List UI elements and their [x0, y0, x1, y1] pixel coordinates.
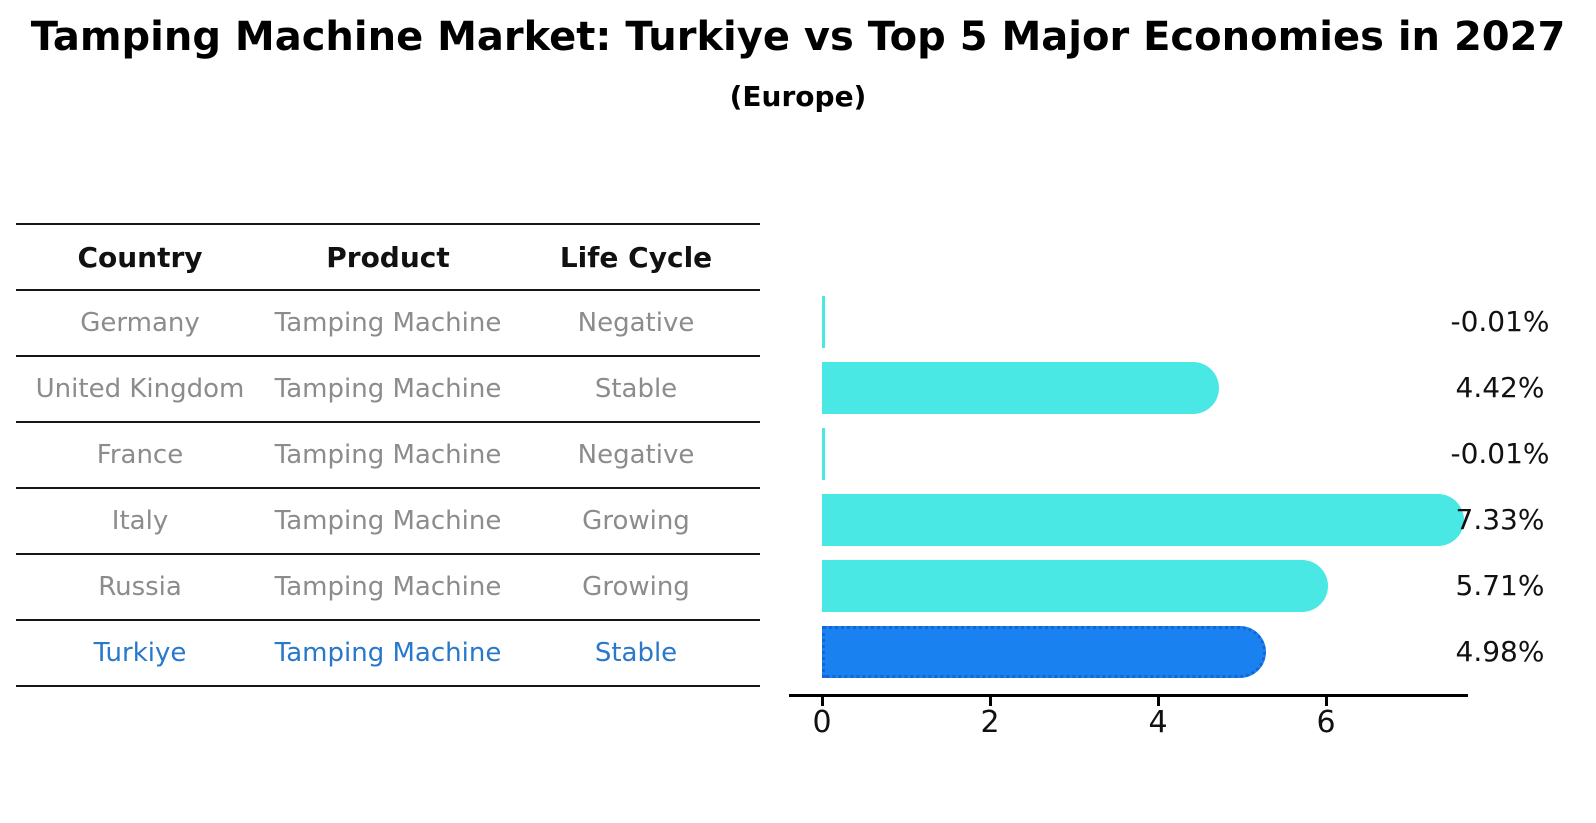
column-header-country: Country: [77, 240, 203, 274]
value-label-italy: 7.33%: [1455, 503, 1545, 536]
value-label-germany: -0.01%: [1450, 305, 1550, 338]
bar-united-kingdom: [822, 362, 1220, 414]
life-cycle-cell: Stable: [594, 638, 678, 668]
table-row-germany: Germany Tamping Machine Negative: [16, 289, 760, 355]
x-axis-tick-label-4: 4: [1148, 705, 1168, 740]
table-row-russia: Russia Tamping Machine Growing: [16, 553, 760, 619]
value-label-france: -0.01%: [1450, 437, 1550, 470]
country-cell: Germany: [80, 308, 200, 338]
x-axis-tick-label-6: 6: [1316, 705, 1336, 740]
product-cell: Tamping Machine: [274, 440, 502, 470]
country-table: Country Product Life Cycle Germany Tampi…: [16, 223, 760, 687]
x-axis-tick-4: [1157, 697, 1160, 706]
bar-turkiye: [822, 626, 1267, 678]
table-row-turkiye: Turkiye Tamping Machine Stable: [16, 619, 760, 685]
table-header-row: Country Product Life Cycle: [16, 223, 760, 289]
chart-subtitle: (Europe): [729, 80, 867, 113]
table-row-france: France Tamping Machine Negative: [16, 421, 760, 487]
product-cell: Tamping Machine: [274, 374, 502, 404]
column-header-life-cycle: Life Cycle: [559, 240, 713, 274]
country-cell: Italy: [111, 506, 169, 536]
product-cell: Tamping Machine: [274, 572, 502, 602]
life-cycle-cell: Growing: [582, 506, 690, 536]
product-cell: Tamping Machine: [274, 638, 502, 668]
country-cell: United Kingdom: [35, 374, 245, 404]
life-cycle-cell: Stable: [594, 374, 678, 404]
x-axis-line: [789, 694, 1468, 697]
chart-title: Tamping Machine Market: Turkiye vs Top 5…: [30, 14, 1566, 60]
country-cell: Turkiye: [93, 638, 187, 668]
value-label-russia: 5.71%: [1455, 569, 1545, 602]
bar-russia: [822, 560, 1328, 612]
product-cell: Tamping Machine: [274, 506, 502, 536]
bar-germany: [822, 296, 825, 348]
bar-italy: [822, 494, 1464, 546]
column-header-product: Product: [326, 240, 450, 274]
life-cycle-cell: Growing: [582, 572, 690, 602]
x-axis-tick-0: [821, 697, 824, 706]
country-cell: France: [96, 440, 184, 470]
table-row-italy: Italy Tamping Machine Growing: [16, 487, 760, 553]
value-label-turkiye: 4.98%: [1455, 635, 1545, 668]
product-cell: Tamping Machine: [274, 308, 502, 338]
table-row-united-kingdom: United Kingdom Tamping Machine Stable: [16, 355, 760, 421]
life-cycle-cell: Negative: [577, 440, 695, 470]
life-cycle-cell: Negative: [577, 308, 695, 338]
x-axis-tick-6: [1325, 697, 1328, 706]
value-label-united-kingdom: 4.42%: [1455, 371, 1545, 404]
x-axis-tick-2: [989, 697, 992, 706]
x-axis-tick-label-0: 0: [812, 705, 832, 740]
country-cell: Russia: [98, 572, 182, 602]
x-axis-tick-label-2: 2: [980, 705, 1000, 740]
bar-france: [822, 428, 825, 480]
